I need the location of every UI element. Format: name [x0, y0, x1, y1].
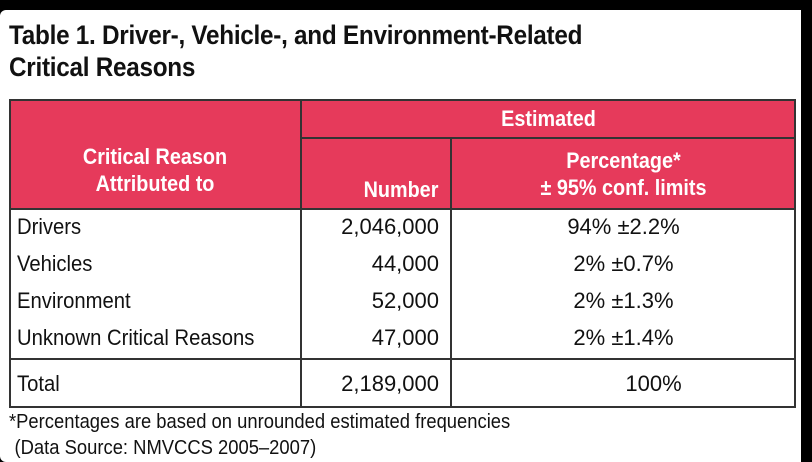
header-percentage: Percentage* ± 95% conf. limits [468, 147, 779, 201]
row-percentage: 94% ±2.2% [567, 214, 680, 239]
title-line-2: Critical Reasons [9, 52, 196, 82]
row-number: 52,000 [371, 288, 439, 313]
header-estimated: Estimated [501, 106, 596, 131]
table-title: Table 1. Driver-, Vehicle-, and Environm… [9, 19, 582, 83]
table-border [9, 99, 796, 408]
total-number: 2,189,000 [341, 371, 439, 396]
row-reason: Unknown Critical Reasons [17, 325, 255, 350]
column-divider-1 [300, 99, 302, 408]
row-reason: Vehicles [17, 251, 93, 276]
footnote-line-1: *Percentages are based on unrounded esti… [9, 411, 511, 433]
header-critical-reason: Critical Reason Attributed to [24, 143, 287, 197]
row-reason: Environment [17, 288, 131, 313]
table-header [9, 99, 796, 210]
row-reason: Drivers [17, 214, 82, 239]
header-divider [301, 137, 796, 139]
header-pct-line-1: Percentage* [566, 148, 681, 173]
header-pct-line-2: ± 95% conf. limits [540, 175, 707, 200]
document-card: Table 1. Driver-, Vehicle-, and Environm… [0, 10, 801, 462]
row-number: 44,000 [371, 251, 439, 276]
footnote-source: (Data Source: NMVCCS 2005–2007) [14, 437, 317, 459]
total-divider [9, 358, 796, 360]
header-reason-line-2: Attributed to [95, 171, 215, 196]
table-row: Vehicles 44,000 2% ±0.7% [9, 250, 796, 286]
row-percentage: 2% ±0.7% [573, 251, 674, 276]
table-row: Unknown Critical Reasons 47,000 2% ±1.4% [9, 324, 796, 358]
column-divider-2 [450, 137, 452, 408]
row-percentage: 2% ±1.3% [573, 288, 674, 313]
table-row: Environment 52,000 2% ±1.3% [9, 287, 796, 323]
critical-reasons-table: Critical Reason Attributed to Estimated … [9, 99, 796, 408]
row-number: 2,046,000 [341, 214, 439, 239]
footnote: *Percentages are based on unrounded esti… [9, 409, 510, 461]
title-line-1: Table 1. Driver-, Vehicle-, and Environm… [9, 20, 583, 50]
table-row: Drivers 2,046,000 94% ±2.2% [9, 213, 796, 249]
header-number: Number [363, 177, 439, 202]
row-percentage: 2% ±1.4% [573, 325, 674, 350]
row-number: 47,000 [371, 325, 439, 350]
header-reason-line-1: Critical Reason [82, 144, 228, 169]
total-percentage: 100% [625, 371, 682, 396]
total-row: Total 2,189,000 100% [9, 366, 796, 404]
total-label: Total [17, 371, 60, 396]
